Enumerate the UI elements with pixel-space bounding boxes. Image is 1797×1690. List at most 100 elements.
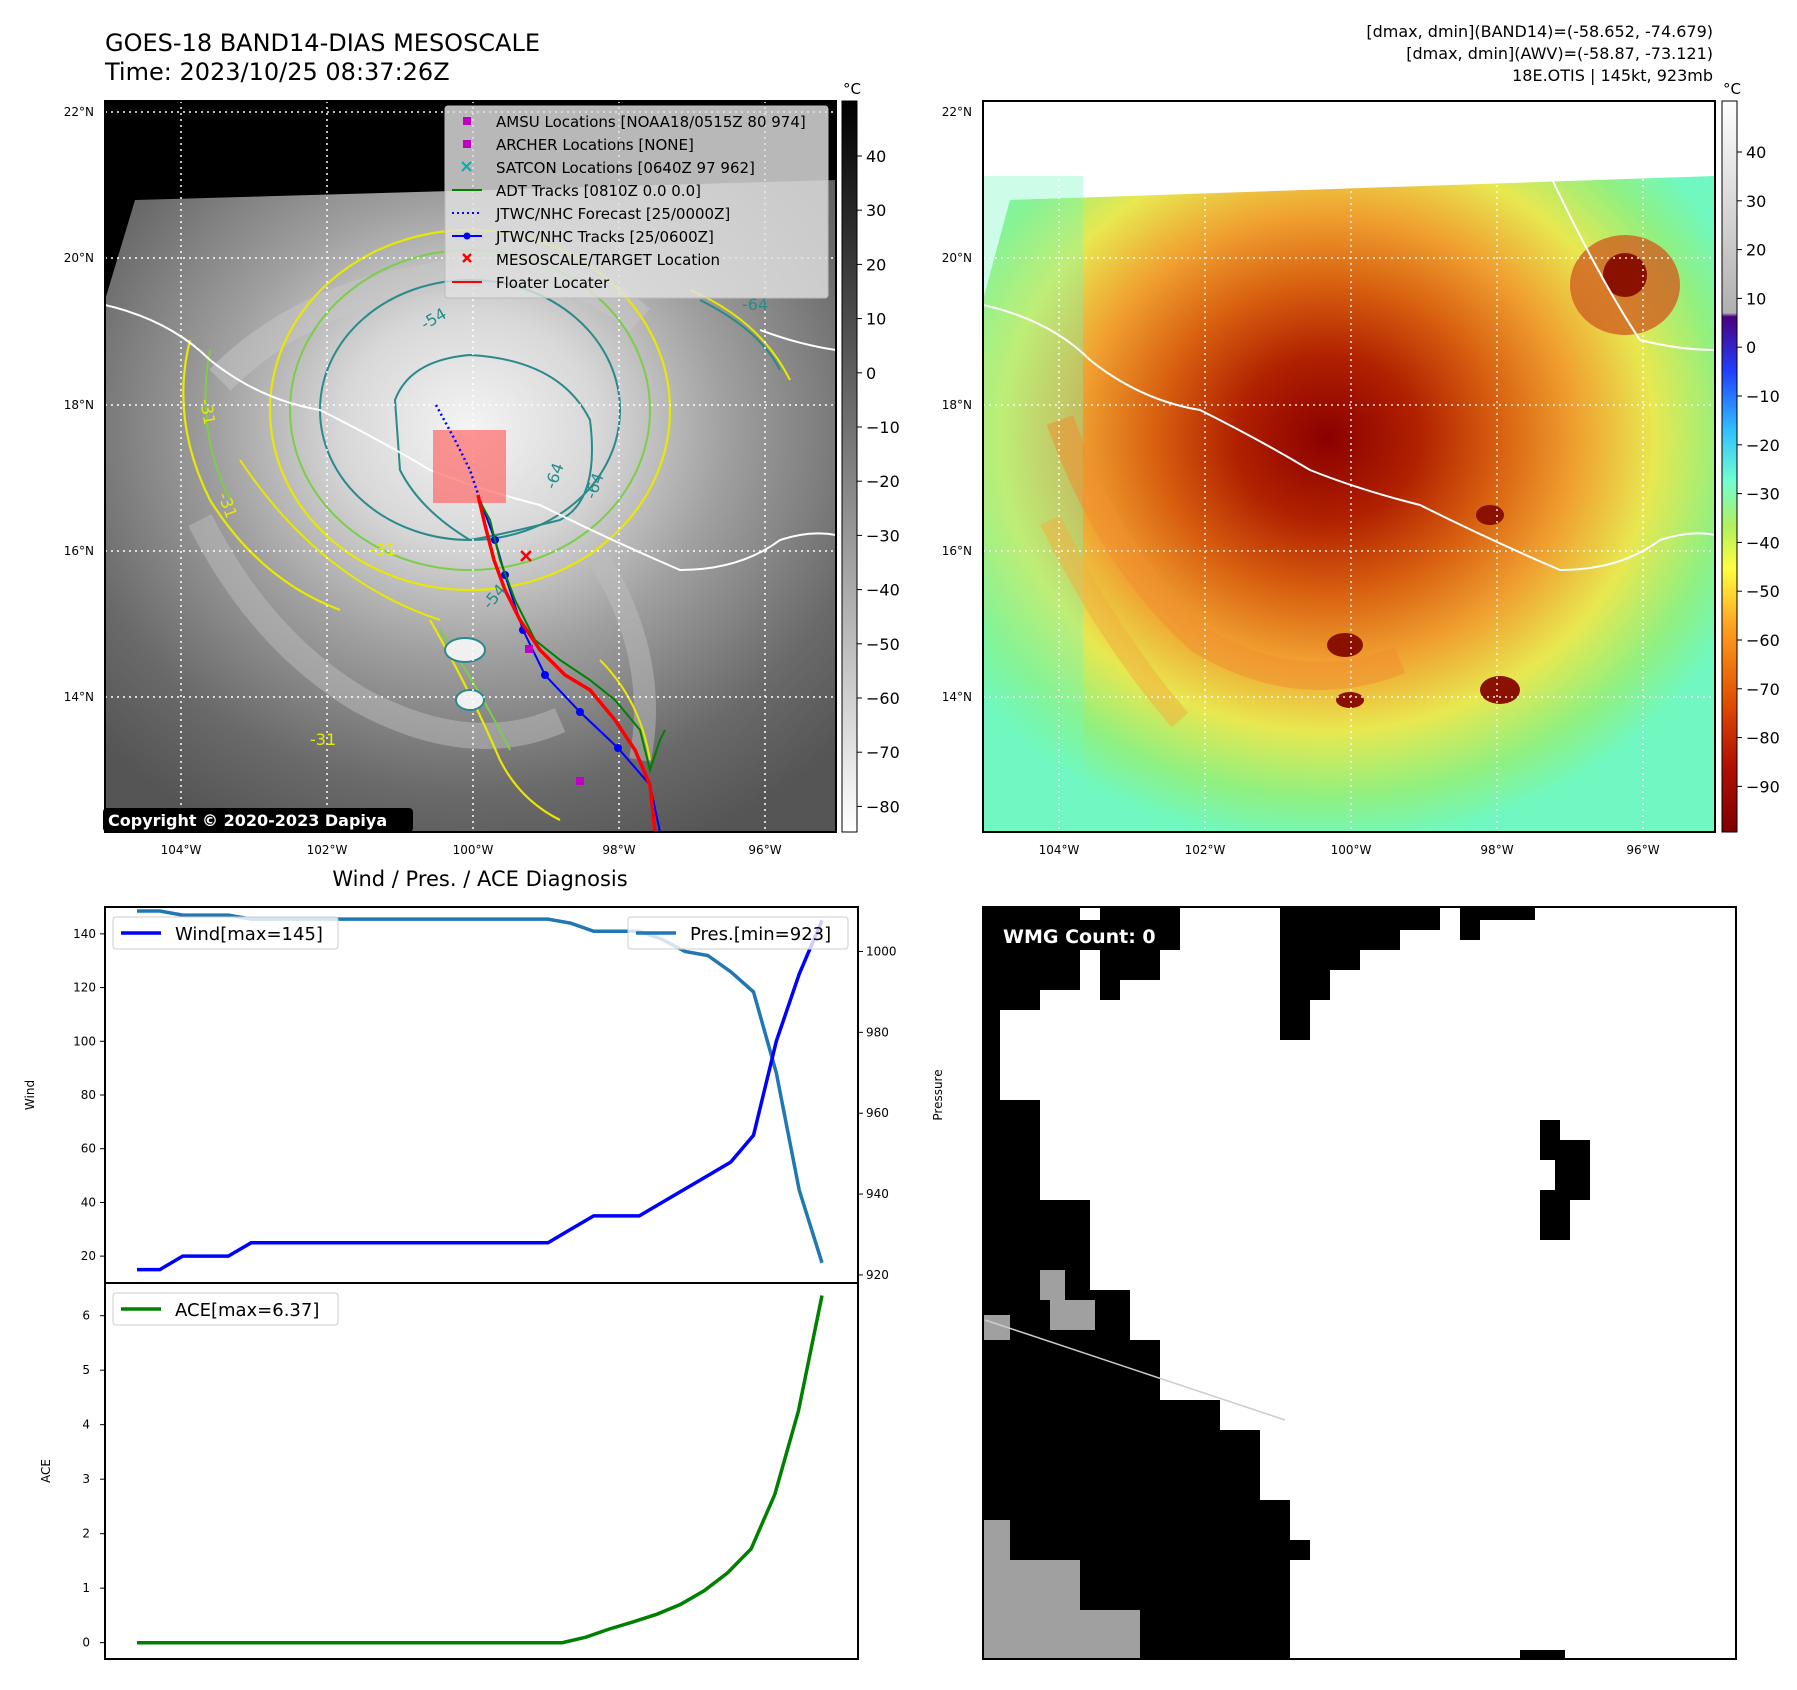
colorbar-unit: °C (1723, 80, 1741, 98)
jtwc-legend-icon (452, 232, 482, 240)
wind-legend-label: Wind[max=145] (175, 924, 323, 945)
lat-label: 14°N (64, 690, 94, 704)
pressure-axis-label: Pressure (931, 1069, 945, 1120)
copyright-box: Copyright © 2020-2023 Dapiya (103, 808, 413, 832)
colorbar-tick-label: −60 (1746, 631, 1780, 650)
wind-axis-label: Wind (23, 1080, 37, 1110)
forecast-track (434, 404, 482, 501)
ace-legend: ACE[max=6.37] (112, 1292, 339, 1326)
ace-tick-label: 1 (82, 1581, 90, 1595)
pressure-tick-label: 980 (866, 1025, 889, 1039)
wind-series-line (137, 919, 824, 1272)
adt-track (477, 497, 666, 774)
wmg-panel: WMG Count: 0 (982, 906, 1737, 1660)
colorbar-tick-label: −90 (1746, 777, 1780, 796)
colorbar-tick-label: −30 (1746, 485, 1780, 504)
colorbar-tick-label: 20 (866, 255, 886, 274)
pressure-tick-label: 960 (866, 1106, 889, 1120)
target-legend-icon (462, 253, 472, 263)
ace-tick-label: 3 (82, 1472, 90, 1486)
lat-label: 18°N (64, 398, 94, 412)
band14-stats: [dmax, dmin](BAND14)=(-58.652, -74.679) (1366, 22, 1713, 41)
pressure-legend: Pres.[min=923] (627, 916, 849, 950)
lat-label: 20°N (942, 251, 972, 265)
colorbar-tick-label: 0 (866, 364, 876, 383)
wind-tick-label: 20 (81, 1249, 96, 1263)
legend-label: SATCON Locations [0640Z 97 962] (496, 159, 755, 177)
lon-label: 98°W (1480, 843, 1513, 857)
floater-track (476, 494, 657, 832)
ace-legend-label: ACE[max=6.37] (175, 1300, 319, 1321)
lat-label: 16°N (942, 544, 972, 558)
wind-tick-label: 140 (73, 927, 96, 941)
diagnosis-title: Wind / Pres. / ACE Diagnosis (332, 867, 627, 891)
lon-label: 100°W (1331, 843, 1372, 857)
wind-tick-label: 100 (73, 1034, 96, 1048)
legend-label: JTWC/NHC Tracks [25/0600Z] (495, 228, 714, 246)
archer-legend-icon (463, 140, 471, 148)
colorbar-unit: °C (843, 80, 861, 98)
legend-label: ADT Tracks [0810Z 0.0 0.0] (496, 182, 701, 200)
ace-series-line (137, 1295, 824, 1645)
colorbar-right: °C 40 30 20 10 0 −10 −20 −30 −40 −50 −60 −70 −80 −90 (1721, 80, 1780, 833)
colorbar-tick-label: −70 (866, 743, 900, 762)
legend-label: ARCHER Locations [NONE] (496, 136, 694, 154)
colorbar-tick-label: 20 (1746, 241, 1766, 260)
ace-tick-label: 5 (82, 1363, 90, 1377)
ace-tick-label: 6 (82, 1309, 90, 1323)
colorbar-tick-label: −10 (866, 418, 900, 437)
storm-info: 18E.OTIS | 145kt, 923mb (1512, 66, 1713, 85)
colorbar-tick-label: 30 (866, 201, 886, 220)
colorbar-tick-label: −40 (866, 581, 900, 600)
lon-label: 96°W (1626, 843, 1659, 857)
wmg-count-label: WMG Count: 0 (1003, 926, 1156, 948)
wind-legend: Wind[max=145] (112, 916, 339, 950)
colorbar-tick-label: 40 (1746, 143, 1766, 162)
colorbar-tick-label: −30 (866, 526, 900, 545)
lon-label: 104°W (1039, 843, 1080, 857)
colorbar-tick-label: −70 (1746, 680, 1780, 699)
figure-title: GOES-18 BAND14-DIAS MESOSCALE (105, 29, 540, 57)
ace-chart: 0 1 2 3 4 5 6 ACE ACE[max=6.37] (39, 1282, 859, 1660)
wind-tick-label: 120 (73, 981, 96, 995)
contour-label: -31 (196, 397, 219, 426)
colorbar-tick-label: −80 (866, 797, 900, 816)
amsu-legend-icon (463, 117, 471, 125)
ace-axis-label: ACE (39, 1459, 53, 1483)
colorbar-tick-label: −50 (866, 635, 900, 654)
map-legend: AMSU Locations [NOAA18/0515Z 80 974] ARC… (444, 105, 829, 299)
colorbar-tick-label: 0 (1746, 338, 1756, 357)
ace-tick-label: 0 (82, 1636, 90, 1650)
ir-color-map (982, 100, 1716, 833)
colorbar-tick-label: 10 (866, 310, 886, 329)
lon-label: 102°W (1185, 843, 1226, 857)
target-marker (520, 550, 532, 562)
lat-label: 18°N (942, 398, 972, 412)
copyright-text: Copyright © 2020-2023 Dapiya (108, 811, 387, 830)
colorbar-tick-label: −20 (1746, 436, 1780, 455)
ace-tick-label: 2 (82, 1527, 90, 1541)
lat-label: 16°N (64, 544, 94, 558)
contour-labels-outer: -31 -31 -31 -31 (196, 397, 396, 749)
lon-label: 100°W (453, 843, 494, 857)
colorbar-tick-label: −60 (866, 689, 900, 708)
legend-label: MESOSCALE/TARGET Location (496, 251, 720, 269)
wind-tick-label: 40 (81, 1195, 96, 1209)
pressure-legend-label: Pres.[min=923] (690, 924, 831, 945)
lon-label: 104°W (161, 843, 202, 857)
colorbar-tick-label: 40 (866, 147, 886, 166)
legend-label: AMSU Locations [NOAA18/0515Z 80 974] (496, 113, 806, 131)
contour-label: -64 (742, 295, 768, 314)
colorbar-tick-label: −80 (1746, 729, 1780, 748)
satcon-legend-icon (461, 161, 472, 172)
lon-label: 102°W (307, 843, 348, 857)
amsu-marker (576, 777, 584, 785)
colorbar-tick-label: 10 (1746, 289, 1766, 308)
lon-label: 98°W (602, 843, 635, 857)
wind-tick-label: 80 (81, 1088, 96, 1102)
pressure-tick-label: 920 (866, 1268, 889, 1282)
awv-stats: [dmax, dmin](AWV)=(-58.87, -73.121) (1406, 44, 1713, 63)
colorbar-tick-label: 30 (1746, 192, 1766, 211)
